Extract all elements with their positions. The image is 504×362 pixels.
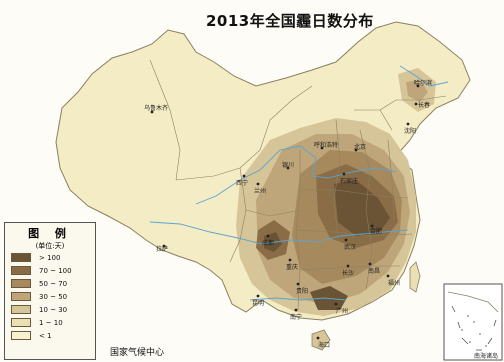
city-label-chongqing: 重庆 (286, 264, 299, 271)
legend-label: 70 ~ 100 (39, 266, 72, 275)
legend-item: > 100 (11, 251, 95, 264)
credit-label: 国家气候中心 (110, 348, 165, 358)
legend-swatch (11, 253, 31, 262)
songhua-river (399, 65, 449, 87)
city-label-changsha: 长沙 (342, 270, 355, 277)
legend-swatch (11, 266, 31, 275)
city-label-shijiazhuang: 石家庄 (340, 178, 359, 185)
legend-label: 30 ~ 50 (39, 292, 68, 301)
legend-item: 1 ~ 10 (11, 316, 95, 329)
haze-zone-100-plus-north (334, 180, 390, 236)
city-markers (150, 84, 420, 340)
city-label-chengdu: 成都 (262, 240, 275, 247)
city-label-wuhan: 武汉 (344, 244, 357, 251)
legend: 图 例 (单位:天) > 100 70 ~ 100 50 ~ 70 30 ~ 5… (4, 222, 96, 360)
city-label-fuzhou: 福州 (388, 280, 401, 287)
south-china-sea-inset (443, 283, 503, 361)
city-label-yinchuan: 银川 (282, 162, 295, 169)
pearl-river (249, 297, 347, 301)
city-label-huhehaote: 呼和浩特 (314, 142, 339, 149)
inset-islands (461, 315, 487, 347)
city-label-lasa: 拉萨 (156, 246, 169, 253)
city-label-kunming: 昆明 (252, 300, 265, 307)
hainan-island (311, 329, 331, 351)
legend-label: > 100 (39, 253, 61, 262)
haze-zone-northeast-core (406, 80, 428, 102)
rivers (149, 65, 449, 301)
city-label-hefei: 合肥 (370, 228, 383, 235)
legend-swatch (11, 292, 31, 301)
legend-label: 50 ~ 70 (39, 279, 68, 288)
map-title: 2013年全国霾日数分布 (206, 12, 374, 30)
legend-item: 50 ~ 70 (11, 277, 95, 290)
city-label-beijing: 北京 (354, 144, 367, 151)
legend-item: 30 ~ 50 (11, 290, 95, 303)
legend-item: 10 ~ 30 (11, 303, 95, 316)
legend-swatch (11, 318, 31, 327)
legend-item: < 1 (11, 329, 95, 342)
city-label-nanchang: 南昌 (368, 268, 381, 275)
city-label-guiyang: 贵阳 (296, 288, 309, 295)
city-label-nanning: 南宁 (290, 314, 303, 321)
city-label-wulumuqi: 乌鲁木齐 (144, 105, 169, 112)
legend-swatch (11, 331, 31, 340)
city-label-haerbin: 哈尔滨 (414, 80, 433, 87)
legend-title: 图 例 (28, 227, 72, 240)
legend-label: 1 ~ 10 (39, 318, 63, 327)
city-label-shenyang: 沈阳 (404, 128, 417, 135)
legend-label: 10 ~ 30 (39, 305, 68, 314)
city-label-xining: 西宁 (236, 180, 249, 187)
yangtze-river (149, 221, 409, 245)
inset-label: 南海诸岛 (474, 353, 499, 360)
legend-label: < 1 (39, 331, 52, 340)
inset-coastline (447, 291, 499, 313)
haze-zone-100-plus-south (310, 286, 348, 310)
city-label-haikou: 海口 (318, 342, 331, 349)
legend-swatch (11, 279, 31, 288)
legend-item: 70 ~ 100 (11, 264, 95, 277)
city-label-guangzhou: 广州 (336, 308, 349, 315)
city-label-changchun: 长春 (418, 102, 431, 109)
taiwan-island (409, 261, 421, 293)
nine-dash-line (451, 305, 497, 351)
yellow-river (195, 145, 397, 205)
city-label-lanzhou: 兰州 (254, 188, 267, 195)
legend-unit: (单位:天) (35, 242, 65, 250)
province-borders (149, 59, 447, 311)
legend-swatch (11, 305, 31, 314)
